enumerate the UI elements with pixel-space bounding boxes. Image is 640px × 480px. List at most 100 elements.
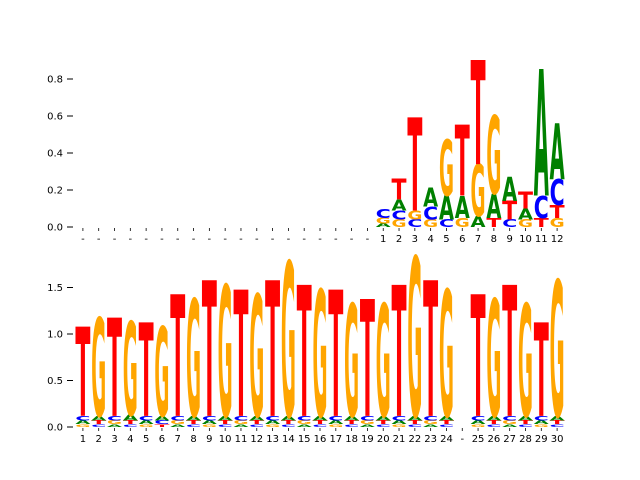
logo-letter-A: A [423, 423, 439, 428]
logo-letter-T: T [392, 174, 408, 206]
logo-letter-G: G [281, 221, 296, 466]
logo-letter-G: G [486, 267, 501, 454]
logo-letter-A: A [154, 414, 169, 422]
logo-letter-C: C [186, 423, 201, 428]
logo-letter-G: G [123, 296, 138, 446]
x-tick-label: 27 [503, 434, 516, 445]
logo-letter-T: T [249, 420, 265, 426]
logo-letter-A: A [392, 196, 407, 214]
logo-letter-T: T [186, 420, 202, 426]
logo-letter-G: G [423, 420, 438, 426]
logo-letter-A: A [376, 414, 391, 422]
x-tick-label: 15 [298, 434, 311, 445]
x-tick-label: - [208, 234, 212, 245]
logo-letter-G: G [154, 304, 169, 446]
x-tick-label: 24 [440, 434, 453, 445]
x-tick-label: 12 [250, 434, 263, 445]
logo-letter-T: T [265, 245, 280, 461]
logo-letter-C: C [360, 414, 375, 422]
logo-letter-C: C [376, 423, 391, 428]
logo-letter-G: G [297, 420, 312, 426]
x-tick-label: - [223, 234, 227, 245]
x-tick-label: - [192, 234, 196, 245]
x-tick-label: 9 [506, 234, 512, 245]
logo-letter-T: T [91, 420, 107, 426]
logo-letter-C: C [170, 414, 185, 422]
logo-letter-T: T [534, 216, 550, 231]
logo-letter-A: A [550, 110, 565, 199]
logo-letter-T: T [455, 108, 470, 220]
x-tick-label: 1 [80, 434, 86, 445]
logo-letter-T: T [407, 420, 423, 426]
x-tick-label: - [350, 234, 354, 245]
logo-letter-A: A [439, 414, 454, 422]
x-tick-label: 18 [345, 434, 358, 445]
logo-letter-A: A [186, 414, 201, 422]
logo-letter-T: T [502, 251, 517, 460]
logo-letter-A: A [486, 414, 501, 422]
logo-letter-T: T [360, 267, 375, 454]
logo-letter-G: G [392, 423, 407, 428]
logo-letter-C: C [107, 414, 122, 422]
logo-letter-G: G [423, 218, 438, 230]
logo-letter-A: A [376, 222, 392, 228]
logo-letter-G: G [360, 420, 375, 426]
logo-letter-A: A [123, 413, 139, 422]
logo-letter-C: C [392, 209, 407, 224]
x-tick-label: - [81, 234, 85, 245]
logo-letter-C: C [297, 414, 312, 422]
logo-letter-T: T [518, 187, 534, 214]
logo-letter-C: C [75, 414, 90, 422]
logo-letter-A: A [202, 420, 218, 426]
logo-letter-G: G [107, 420, 122, 426]
x-tick-label: - [176, 234, 180, 245]
logo-letter-A: A [486, 188, 501, 227]
logo-letter-A: A [360, 423, 376, 428]
logo-letter-G: G [534, 423, 549, 428]
logo-letter-C: C [154, 420, 169, 426]
x-tick-label: - [160, 234, 164, 245]
x-tick-label: 4 [427, 234, 433, 245]
logo-letter-A: A [534, 36, 549, 237]
logo-letter-A: A [249, 414, 264, 422]
y-tick-label: 0.0 [47, 223, 63, 234]
x-tick-label: - [366, 234, 370, 245]
y-tick-label: 0.5 [47, 376, 63, 387]
x-tick-label: 1 [380, 234, 386, 245]
y-tick-label: 0.2 [47, 186, 63, 197]
logo-letter-T: T [471, 261, 486, 455]
logo-letter-G: G [75, 423, 90, 428]
logo-letter-C: C [534, 190, 549, 226]
logo-letter-A: A [344, 414, 359, 422]
x-tick-label: - [318, 234, 322, 245]
logo-letter-A: A [455, 190, 470, 226]
logo-letter-C: C [328, 414, 343, 422]
logo-letter-C: C [312, 423, 327, 428]
x-tick-label: - [97, 234, 101, 245]
x-tick-label: - [334, 234, 338, 245]
y-tick-label: 0.8 [47, 75, 63, 86]
y-tick-label: 0.0 [47, 423, 63, 434]
logo-letter-G: G [471, 423, 486, 428]
x-tick-label: 26 [488, 434, 501, 445]
x-tick-label: 11 [535, 234, 548, 245]
logo-letter-G: G [249, 261, 264, 455]
logo-letter-C: C [550, 423, 565, 428]
logo-letter-G: G [170, 420, 185, 426]
logo-letter-C: C [534, 414, 549, 422]
x-tick-label: - [113, 234, 117, 245]
logo-letter-A: A [550, 414, 565, 422]
logo-letter-G: G [439, 126, 454, 215]
logo-letter-G: G [518, 218, 533, 230]
logo-letter-A: A [502, 423, 518, 428]
logo-letter-C: C [486, 423, 501, 428]
logo-letter-C: C [407, 218, 422, 230]
logo-letter-C: C [518, 423, 533, 428]
x-tick-label: 21 [393, 434, 406, 445]
x-tick-label: 8 [190, 434, 196, 445]
x-tick-label: 11 [235, 434, 248, 445]
x-tick-label: 6 [459, 234, 465, 245]
logo-letter-T: T [202, 245, 217, 461]
logo-letter-A: A [218, 414, 233, 422]
x-tick-label: 30 [551, 434, 564, 445]
